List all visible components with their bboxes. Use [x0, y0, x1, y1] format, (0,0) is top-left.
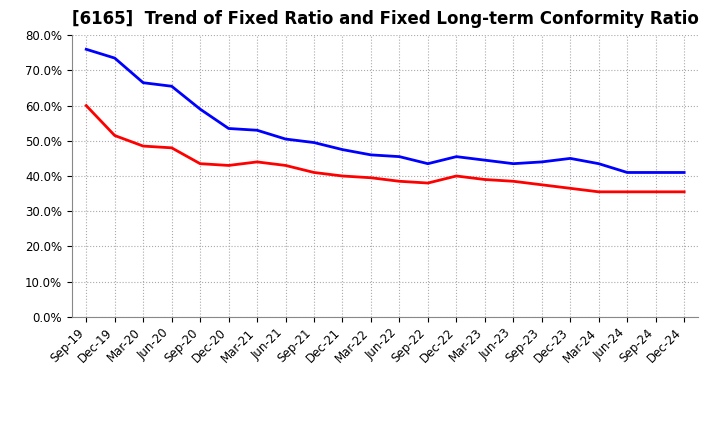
Fixed Long-term Conformity Ratio — [537, 182, 546, 187]
Fixed Long-term Conformity Ratio — [282, 163, 290, 168]
Fixed Long-term Conformity Ratio — [338, 173, 347, 179]
Fixed Long-term Conformity Ratio — [225, 163, 233, 168]
Line: Fixed Ratio: Fixed Ratio — [86, 49, 684, 172]
Fixed Long-term Conformity Ratio — [423, 180, 432, 186]
Fixed Ratio — [82, 47, 91, 52]
Fixed Long-term Conformity Ratio — [310, 170, 318, 175]
Fixed Ratio — [623, 170, 631, 175]
Fixed Ratio — [452, 154, 461, 159]
Fixed Ratio — [310, 140, 318, 145]
Fixed Ratio — [680, 170, 688, 175]
Fixed Ratio — [395, 154, 404, 159]
Fixed Long-term Conformity Ratio — [395, 179, 404, 184]
Fixed Ratio — [167, 84, 176, 89]
Fixed Ratio — [595, 161, 603, 166]
Fixed Long-term Conformity Ratio — [680, 189, 688, 194]
Fixed Long-term Conformity Ratio — [509, 179, 518, 184]
Fixed Ratio — [196, 106, 204, 112]
Fixed Long-term Conformity Ratio — [139, 143, 148, 149]
Fixed Long-term Conformity Ratio — [110, 133, 119, 138]
Fixed Ratio — [253, 128, 261, 133]
Title: [6165]  Trend of Fixed Ratio and Fixed Long-term Conformity Ratio: [6165] Trend of Fixed Ratio and Fixed Lo… — [72, 10, 698, 28]
Fixed Long-term Conformity Ratio — [82, 103, 91, 108]
Fixed Ratio — [282, 136, 290, 142]
Fixed Ratio — [480, 158, 489, 163]
Fixed Ratio — [139, 80, 148, 85]
Fixed Long-term Conformity Ratio — [595, 189, 603, 194]
Fixed Ratio — [652, 170, 660, 175]
Fixed Ratio — [366, 152, 375, 158]
Fixed Long-term Conformity Ratio — [452, 173, 461, 179]
Fixed Ratio — [566, 156, 575, 161]
Fixed Long-term Conformity Ratio — [652, 189, 660, 194]
Fixed Long-term Conformity Ratio — [196, 161, 204, 166]
Fixed Long-term Conformity Ratio — [253, 159, 261, 165]
Fixed Ratio — [225, 126, 233, 131]
Fixed Long-term Conformity Ratio — [480, 177, 489, 182]
Fixed Ratio — [338, 147, 347, 152]
Fixed Long-term Conformity Ratio — [566, 186, 575, 191]
Fixed Ratio — [423, 161, 432, 166]
Line: Fixed Long-term Conformity Ratio: Fixed Long-term Conformity Ratio — [86, 106, 684, 192]
Fixed Ratio — [509, 161, 518, 166]
Fixed Ratio — [110, 55, 119, 61]
Fixed Long-term Conformity Ratio — [366, 175, 375, 180]
Fixed Ratio — [537, 159, 546, 165]
Fixed Long-term Conformity Ratio — [167, 145, 176, 150]
Fixed Long-term Conformity Ratio — [623, 189, 631, 194]
